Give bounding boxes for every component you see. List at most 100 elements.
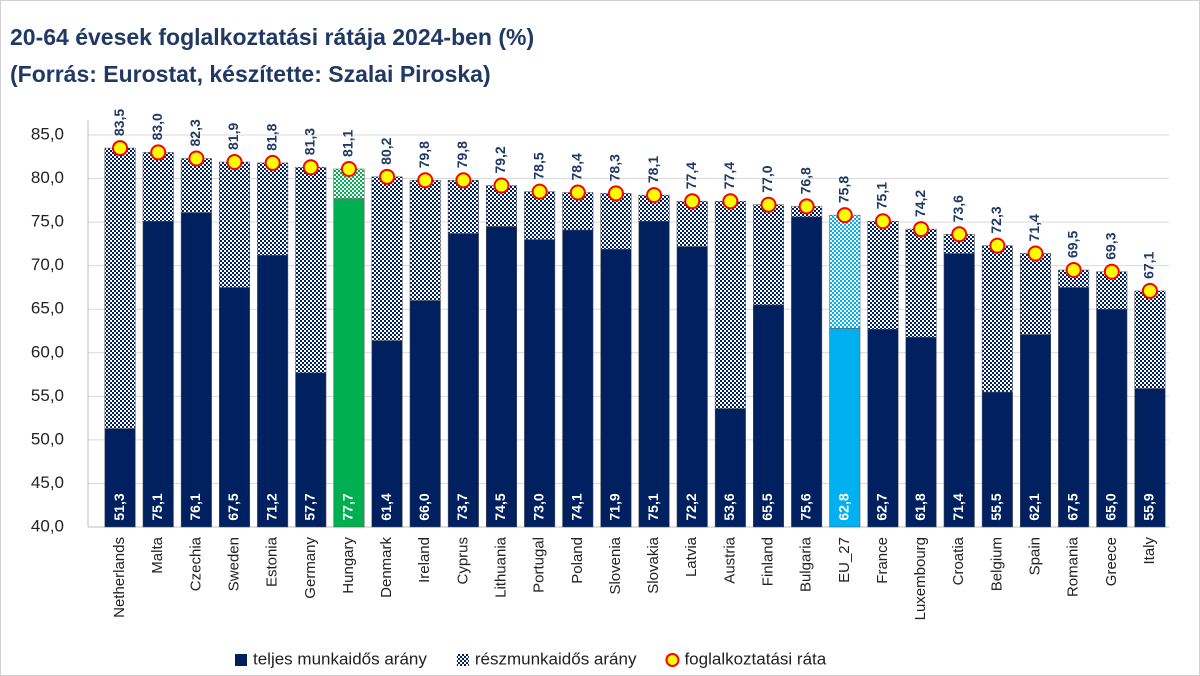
rate-dot (455, 172, 472, 189)
y-tick-label: 75,0 (31, 212, 64, 231)
bar-label: 77,7 (340, 493, 356, 520)
rate-dot (1103, 263, 1120, 280)
bar-full-time (791, 216, 823, 528)
bar-part-time (1134, 290, 1166, 389)
x-tick-label: Estonia (264, 536, 281, 587)
rate-label: 81,1 (340, 130, 356, 157)
rate-dot (989, 237, 1006, 254)
rate-label: 82,3 (187, 119, 203, 146)
rate-dot (531, 183, 548, 200)
rate-label: 83,0 (149, 113, 165, 140)
x-tick-label: Bulgaria (798, 536, 815, 592)
bar-label: 62,7 (874, 493, 890, 520)
rate-label: 78,3 (607, 154, 623, 181)
bar-full-time (562, 229, 594, 528)
rate-label: 80,2 (378, 137, 394, 164)
rate-dot (646, 187, 663, 204)
bar-label: 76,1 (187, 493, 203, 520)
bar-full-time (1058, 287, 1090, 528)
x-tick-label: Czechia (187, 536, 204, 591)
legend-marker (456, 654, 469, 666)
bar-full-time (1134, 388, 1166, 528)
bar-part-time (1019, 253, 1052, 335)
bar-full-time (638, 220, 670, 528)
y-tick-label: 80,0 (31, 168, 64, 187)
bar-label: 55,9 (1141, 493, 1157, 520)
bar-part-time (257, 162, 289, 256)
bar-part-time (447, 180, 479, 234)
bar-label: 75,1 (149, 493, 165, 520)
bar-label: 72,2 (683, 493, 699, 520)
rate-dot (836, 207, 853, 224)
bar-full-time (180, 212, 212, 528)
bar-label: 71,2 (263, 493, 279, 520)
chart-title: 20-64 évesek foglalkoztatási rátája 2024… (10, 24, 534, 50)
chart-subtitle: (Forrás: Eurostat, készítette: Szalai Pi… (10, 61, 491, 87)
bar-label: 61,4 (378, 493, 394, 520)
rate-label: 77,4 (683, 162, 699, 189)
rate-label: 78,5 (530, 152, 546, 179)
rate-dot (150, 144, 167, 161)
bar-full-time (943, 253, 975, 528)
y-tick-label: 85,0 (31, 124, 64, 143)
bar-full-time (218, 287, 251, 528)
x-tick-label: Germany (302, 537, 319, 599)
bar-label: 66,0 (416, 493, 432, 520)
x-tick-label: Finland (759, 537, 776, 586)
bar-full-time (524, 239, 556, 528)
bar-label: 53,6 (721, 493, 737, 520)
bar-label: 75,1 (645, 493, 661, 520)
rate-label: 69,5 (1064, 231, 1080, 258)
bar-full-time (257, 254, 289, 528)
bar-label: 74,5 (492, 493, 508, 520)
bar-label: 71,4 (950, 493, 966, 520)
x-tick-label: Italy (1141, 537, 1158, 565)
x-tick-label: Romania (1065, 536, 1082, 597)
legend-label: részmunkaidős arány (475, 649, 637, 668)
rate-dot (913, 221, 930, 238)
bar-full-time (905, 336, 937, 528)
rate-label: 78,4 (568, 153, 584, 180)
rate-dot (569, 184, 586, 201)
bar-label: 73,7 (454, 493, 470, 520)
bar-label: 67,5 (225, 493, 241, 520)
y-tick-label: 50,0 (31, 429, 64, 448)
rate-dot (1141, 282, 1158, 299)
bar-part-time (142, 152, 174, 222)
x-tick-label: Netherlands (111, 537, 128, 618)
y-tick-label: 65,0 (31, 299, 64, 318)
x-tick-label: France (874, 537, 891, 584)
bar-part-time (218, 161, 251, 288)
rate-dot (722, 193, 739, 210)
legend-marker (235, 654, 247, 666)
rate-dot (302, 159, 319, 176)
x-tick-label: Hungary (340, 537, 357, 594)
rate-dot (760, 196, 777, 213)
y-tick-label: 45,0 (31, 473, 64, 492)
rate-label: 75,8 (835, 176, 851, 203)
bar-part-time (981, 245, 1013, 393)
bar-part-time (180, 158, 212, 213)
rate-label: 74,2 (912, 190, 928, 217)
bar-full-time (829, 328, 861, 528)
bar-label: 62,8 (835, 493, 851, 520)
bar-full-time (409, 300, 441, 528)
rate-label: 79,2 (492, 146, 508, 173)
bar-label: 73,0 (530, 493, 546, 520)
rate-label: 77,0 (759, 165, 775, 192)
bar-full-time (333, 198, 365, 528)
bar-part-time (600, 193, 632, 250)
bar-label: 61,8 (912, 493, 928, 520)
rate-label: 75,1 (874, 182, 890, 209)
x-tick-label: Lithuania (492, 536, 509, 598)
y-tick-label: 55,0 (31, 386, 64, 405)
legend-label: foglalkoztatási ráta (684, 649, 826, 668)
bar-part-time (371, 176, 403, 341)
bar-label: 65,0 (1102, 493, 1118, 520)
x-tick-label: Cyprus (454, 537, 471, 585)
rate-label: 78,1 (645, 156, 661, 183)
bar-full-time (142, 220, 174, 528)
bar-part-time (867, 220, 899, 330)
rate-dot (379, 168, 396, 185)
